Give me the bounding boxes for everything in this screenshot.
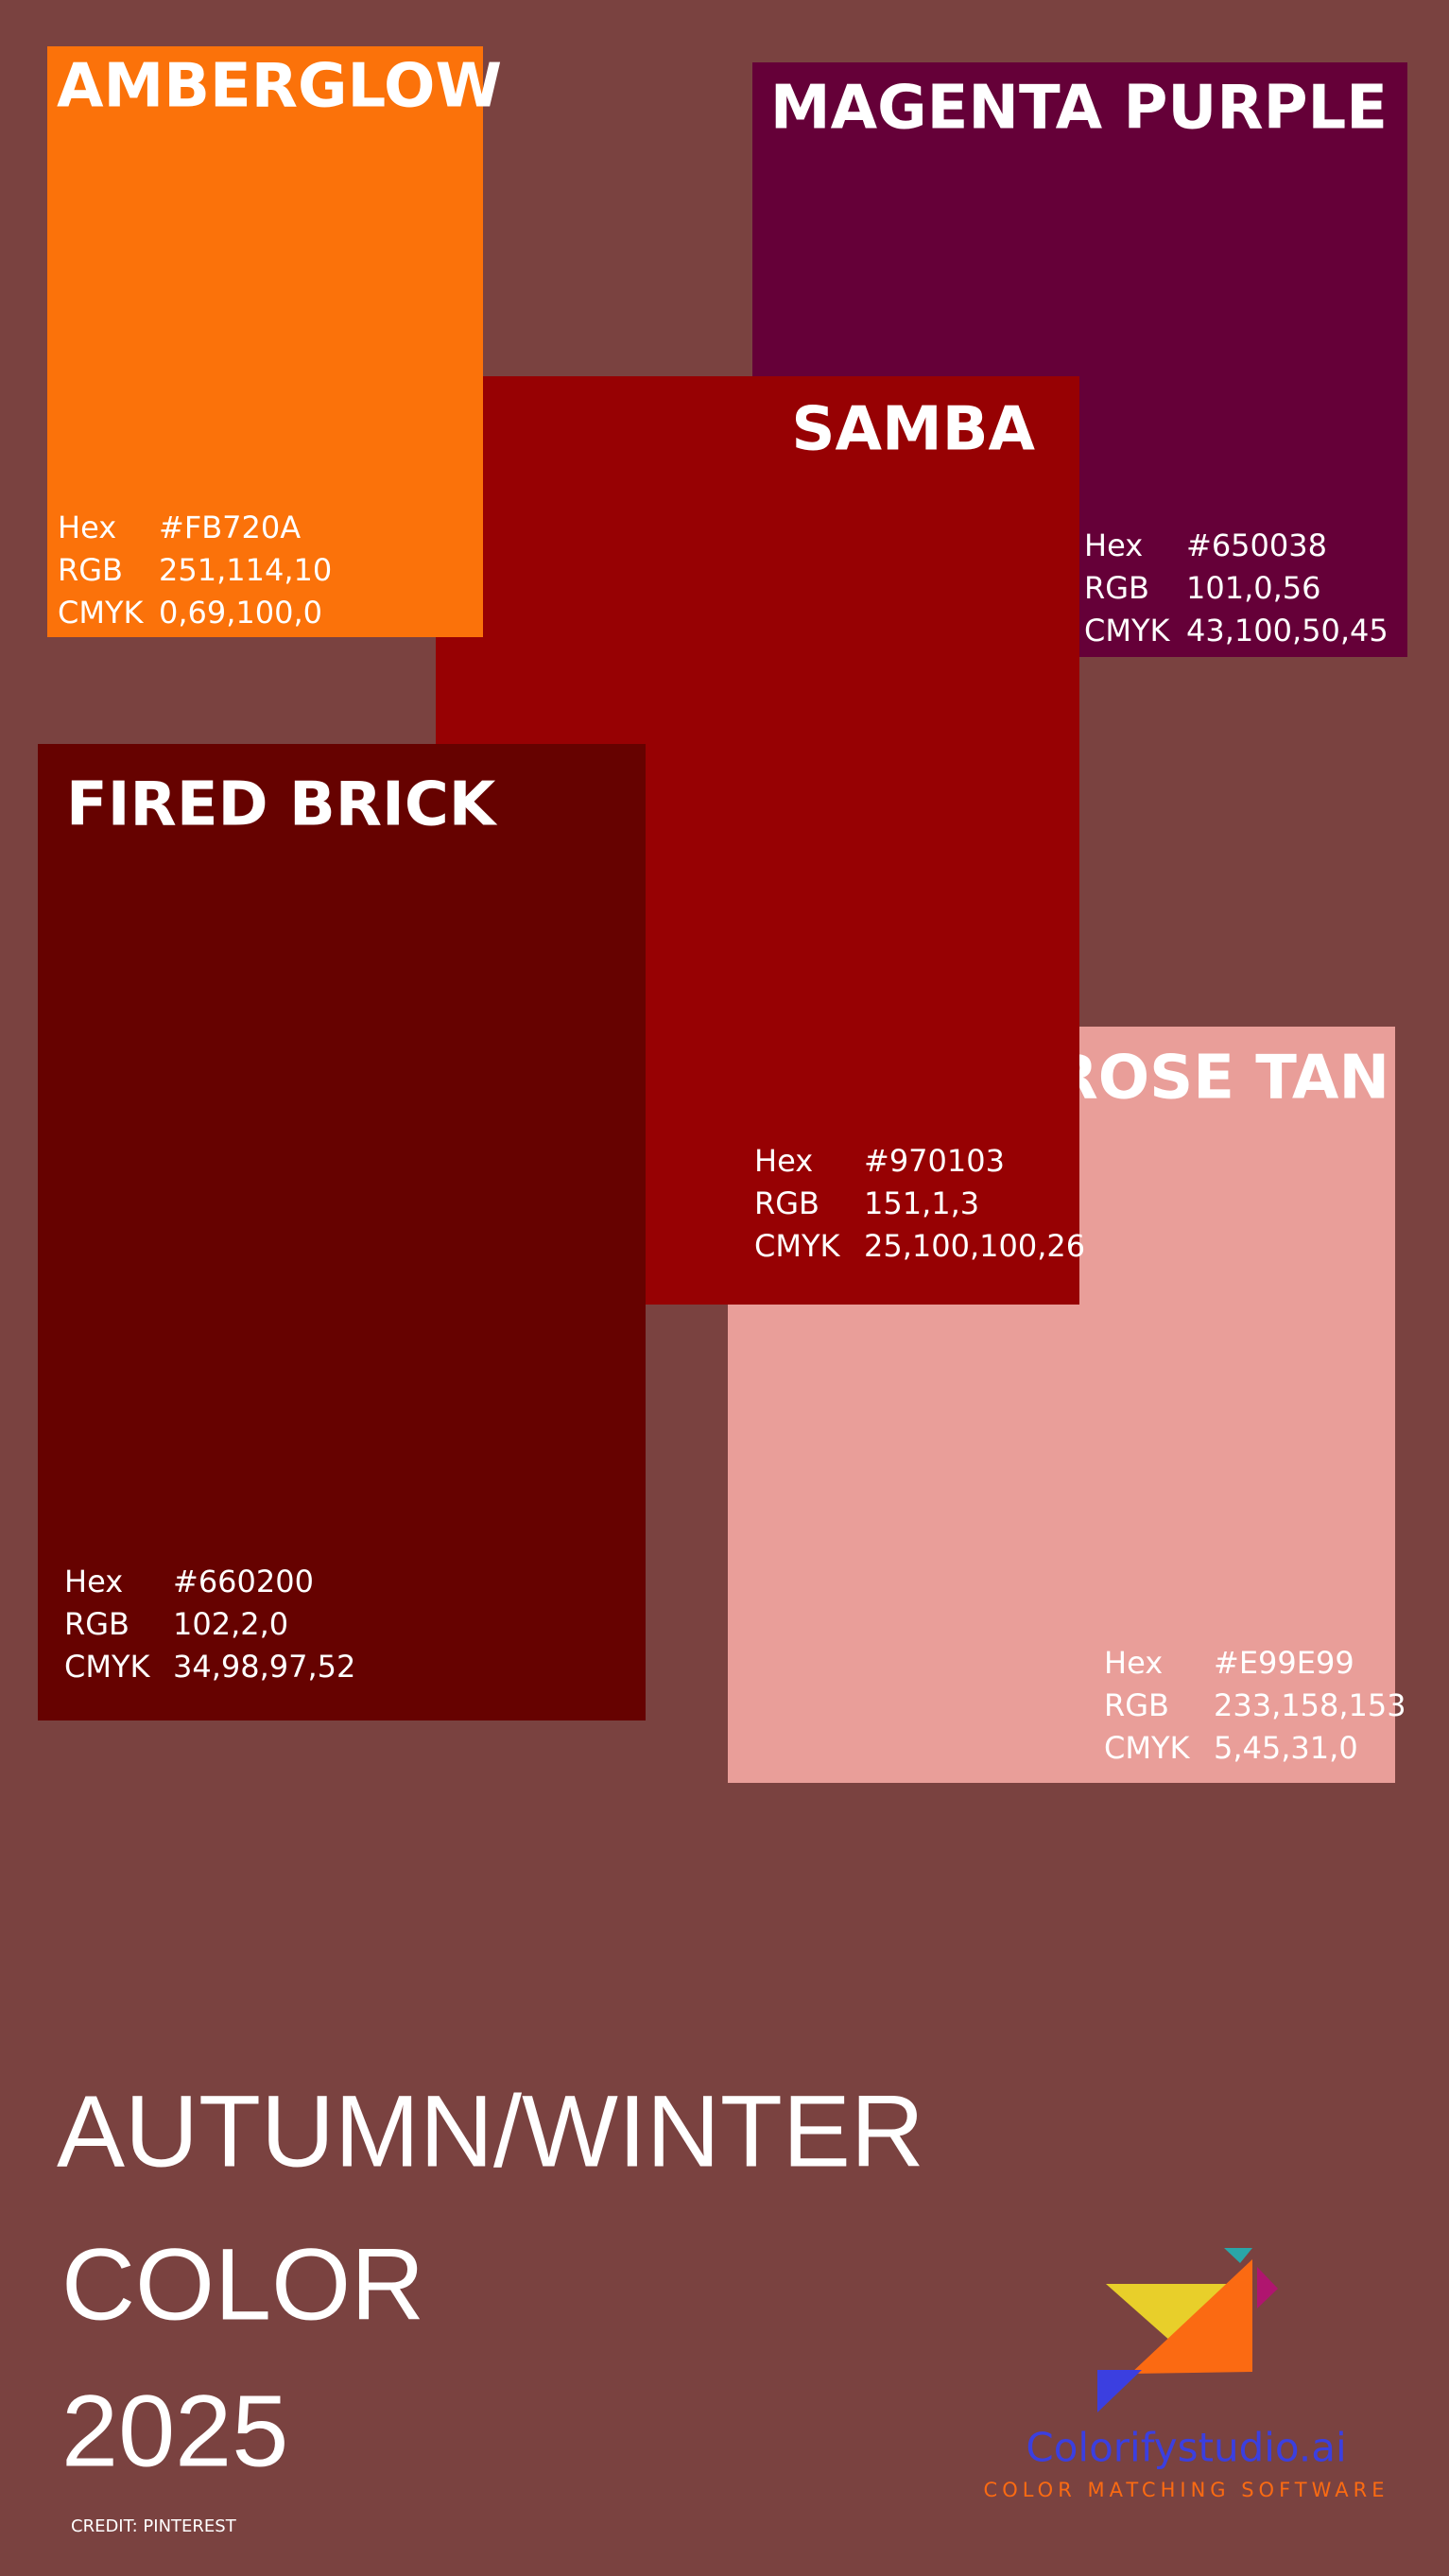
swatch-name: SAMBA: [791, 395, 1035, 465]
swatch: FIRED BRICK Hex #660200 RGB 102,2,0 CMYK 34,98…: [38, 744, 646, 1720]
info-value: 0,69,100,0: [159, 595, 322, 631]
info-label: Hex: [58, 510, 116, 545]
info-value: 34,98,97,52: [173, 1649, 355, 1685]
info-value: 251,114,10: [159, 552, 332, 588]
info-value: 233,158,153: [1214, 1687, 1406, 1723]
title-line: AUTUMN/WINTER: [57, 2074, 924, 2188]
info-value: 151,1,3: [864, 1185, 979, 1221]
info-value: #660200: [173, 1564, 314, 1599]
info-label: Hex: [1104, 1645, 1163, 1681]
logo-tagline: COLOR MATCHING SOFTWARE: [984, 2479, 1389, 2501]
info-label: Hex: [754, 1143, 813, 1179]
info-label: CMYK: [1084, 613, 1171, 648]
swatch: AMBERGLOW Hex #FB720A RGB 251,114,10 CMYK 0,69…: [47, 46, 502, 637]
swatch-box: [38, 744, 646, 1720]
title-line: 2025: [61, 2374, 288, 2488]
logo-shape: [1097, 2370, 1142, 2412]
info-label: Hex: [1084, 527, 1143, 563]
info-value: 43,100,50,45: [1186, 613, 1389, 648]
info-label: CMYK: [754, 1228, 841, 1264]
info-label: CMYK: [1104, 1730, 1191, 1766]
info-label: RGB: [1104, 1687, 1169, 1723]
info-value: 101,0,56: [1186, 570, 1321, 606]
swatch-name: MAGENTA PURPLE: [770, 74, 1388, 144]
swatch-name: ROSE TAN: [1051, 1044, 1389, 1114]
info-value: 25,100,100,26: [864, 1228, 1085, 1264]
swatch-name: AMBERGLOW: [57, 52, 502, 122]
logo-shape: [1257, 2267, 1278, 2308]
logo-shape: [1130, 2259, 1252, 2374]
info-label: RGB: [58, 552, 123, 588]
info-value: 102,2,0: [173, 1606, 288, 1642]
info-label: RGB: [1084, 570, 1149, 606]
info-value: #E99E99: [1214, 1645, 1354, 1681]
swatch-name: FIRED BRICK: [66, 770, 498, 840]
info-value: 5,45,31,0: [1214, 1730, 1358, 1766]
info-label: Hex: [64, 1564, 123, 1599]
info-label: CMYK: [64, 1649, 151, 1685]
swatch-box: [47, 46, 483, 637]
logo: Colorifystudio.ai COLOR MATCHING SOFTWAR…: [984, 2248, 1389, 2501]
swatches: MAGENTA PURPLE Hex #650038 RGB 101,0,56 CMYK 4…: [38, 46, 1407, 1783]
info-value: #650038: [1186, 527, 1327, 563]
logo-name: Colorifystudio.ai: [1026, 2425, 1346, 2471]
title-line: COLOR: [61, 2227, 424, 2342]
info-label: RGB: [64, 1606, 129, 1642]
logo-shape: [1224, 2248, 1252, 2263]
info-label: RGB: [754, 1185, 819, 1221]
info-label: CMYK: [58, 595, 145, 631]
info-value: #FB720A: [159, 510, 301, 545]
info-value: #970103: [864, 1143, 1005, 1179]
credit: CREDIT: PINTEREST: [71, 2516, 237, 2536]
